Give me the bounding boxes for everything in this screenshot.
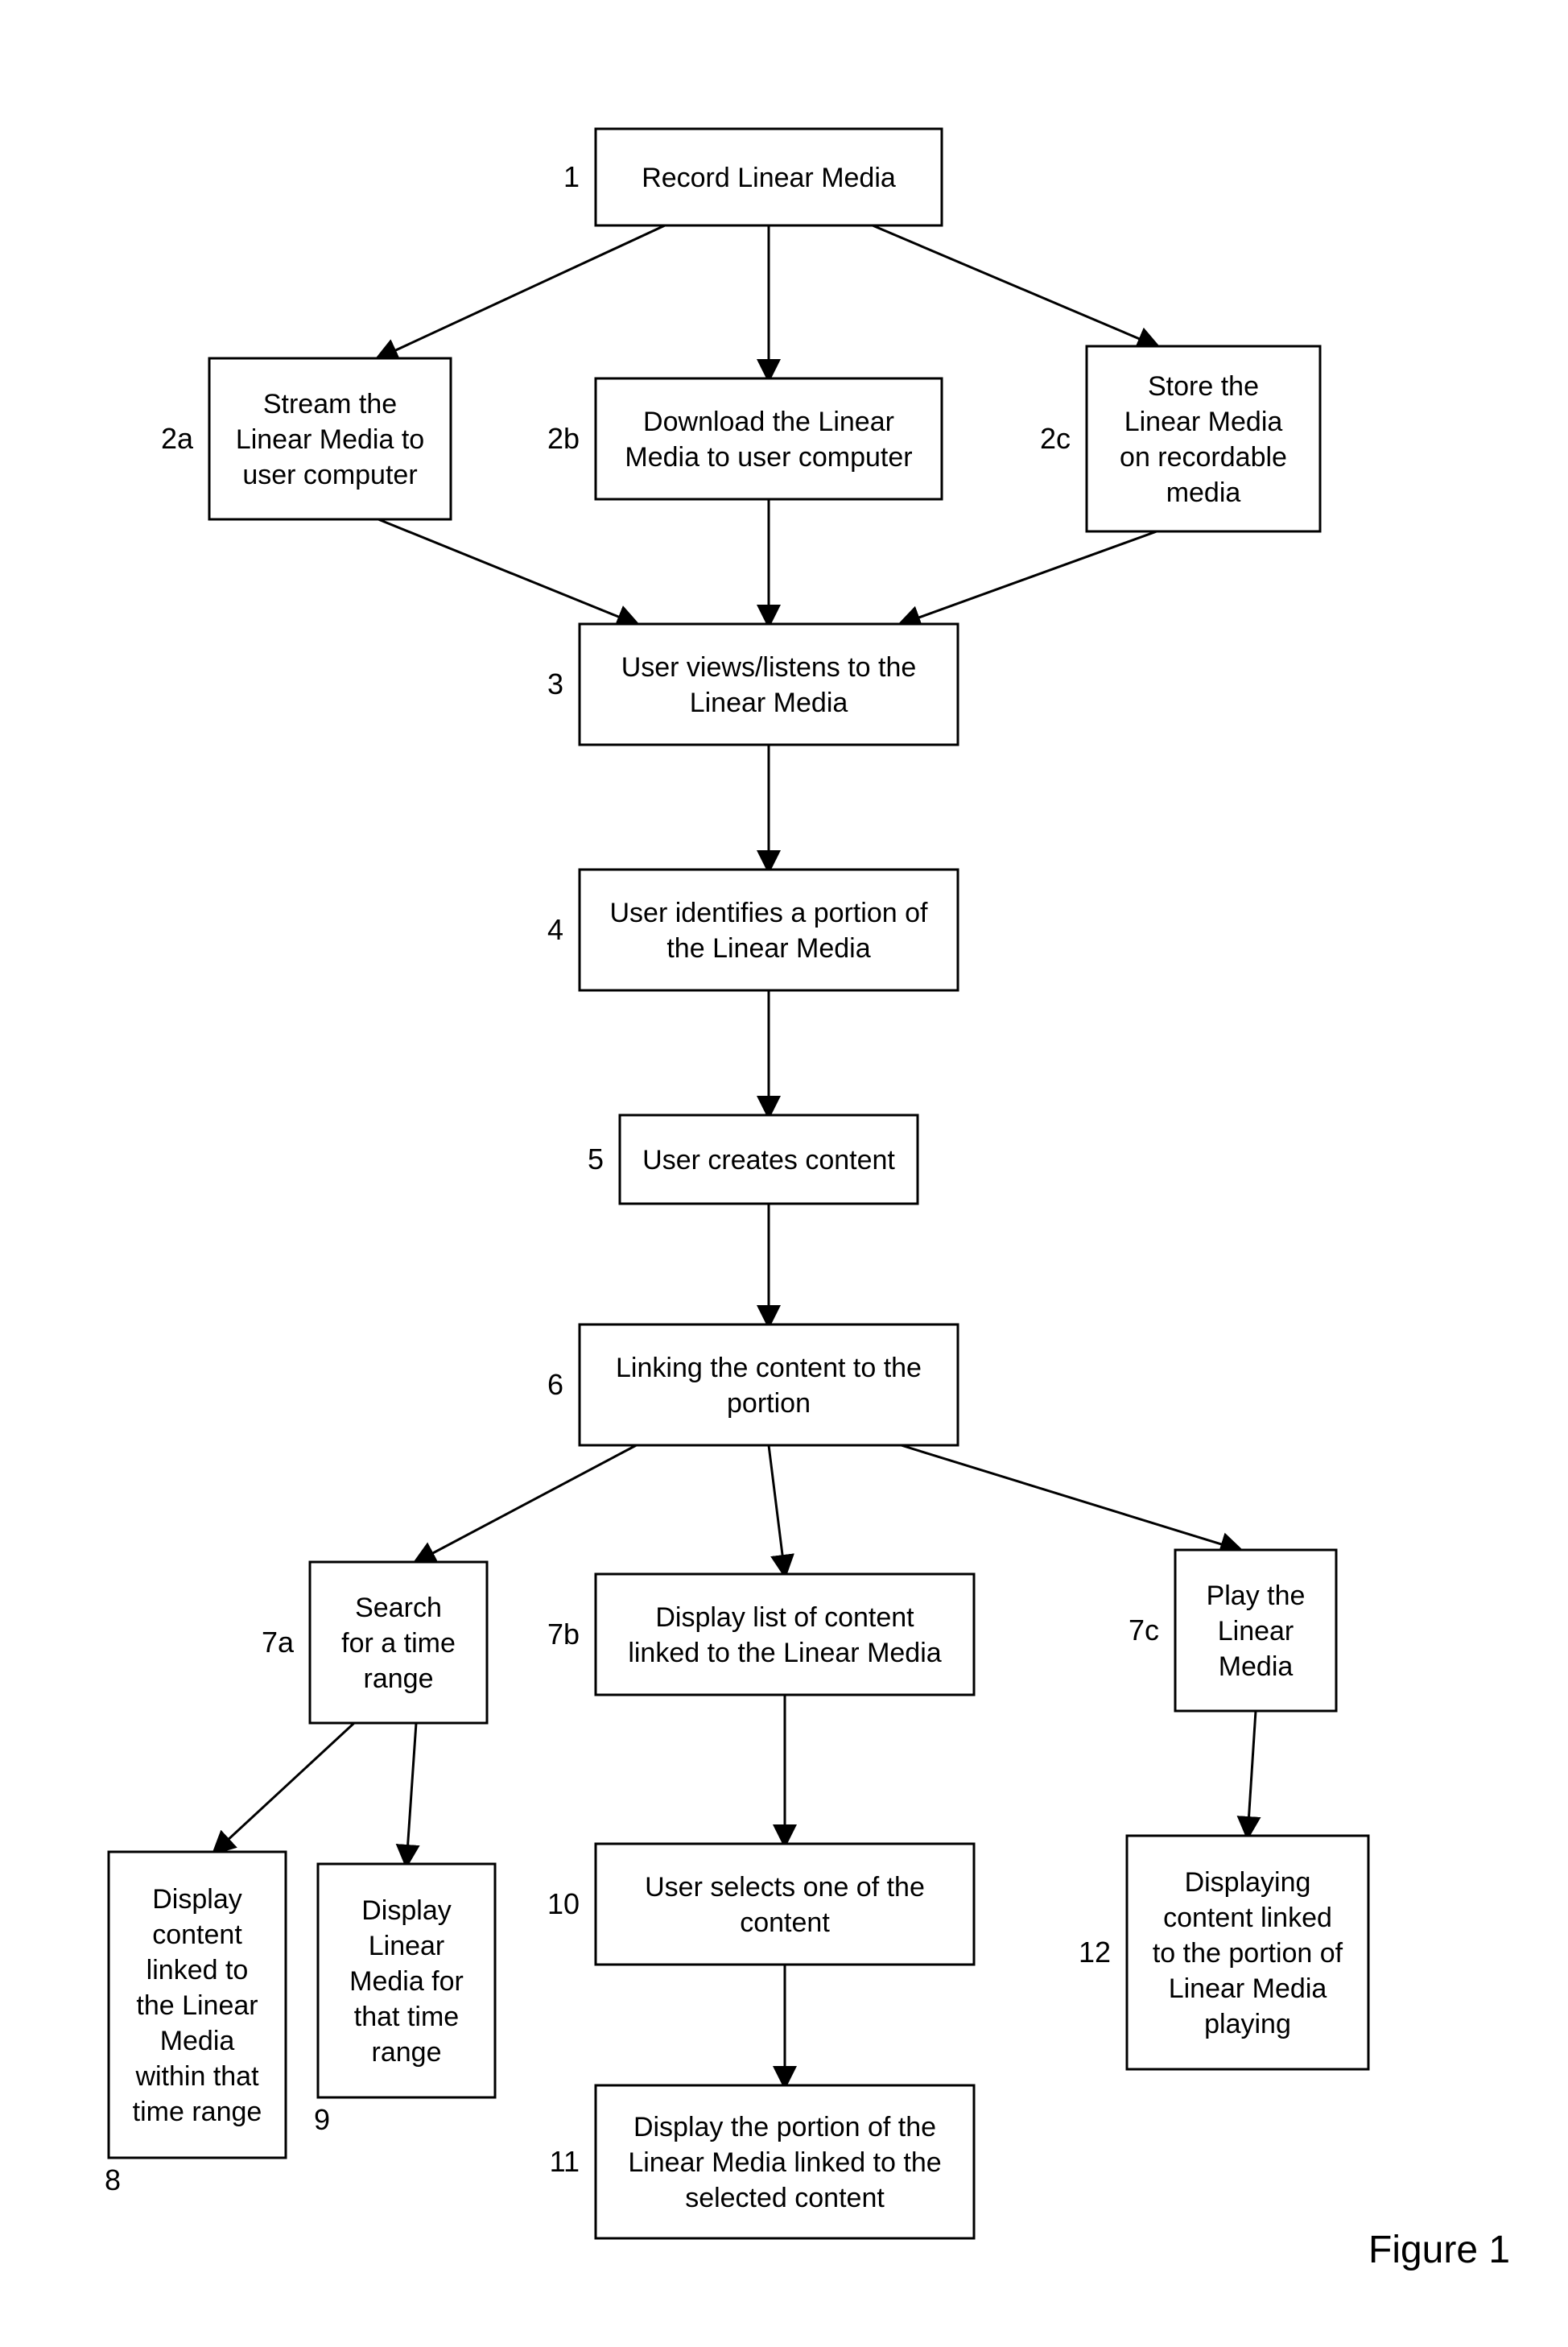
node-n2c: Store the Linear Media on recordable media 2…: [1040, 346, 1320, 531]
node-n11-text-line-1: Linear Media linked to the: [628, 2147, 941, 2178]
node-n7b-number: 7b: [547, 1618, 580, 1651]
node-n10-text-line-0: User selects one of the: [645, 1872, 925, 1903]
edge-n7c-n12: [1248, 1711, 1256, 1836]
node-n12-text-line-1: content linked: [1163, 1903, 1332, 1933]
node-n7b: Display list of content linked to the Lin…: [547, 1574, 974, 1695]
node-n11-text-line-0: Display the portion of the: [633, 2112, 936, 2142]
node-n4-text-line-1: the Linear Media: [666, 933, 870, 964]
node-n4-text-line-0: User identifies a portion of: [610, 898, 929, 928]
node-n7c-text-line-0: Play the: [1207, 1581, 1306, 1611]
node-n2b: Download the Linear Media to user compute…: [547, 378, 942, 499]
node-n11-text-line-2: selected content: [685, 2183, 885, 2213]
node-n3: User views/listens to the Linear Media 3: [547, 624, 958, 745]
nodes-layer: Record Linear Media 1 Stream the Linear Med…: [105, 129, 1368, 2238]
edge-n7a-n8: [215, 1723, 354, 1852]
node-n2a-text-line-1: Linear Media to: [236, 424, 424, 455]
node-n9-text-line-1: Linear: [369, 1931, 445, 1961]
edge-n2a-n3: [378, 519, 637, 624]
edge-n6-n7b: [769, 1445, 785, 1574]
node-n9-number: 9: [314, 2103, 330, 2136]
node-n11-number: 11: [550, 2145, 580, 2178]
node-n4-number: 4: [547, 913, 563, 946]
edge-n1-n2a: [378, 225, 665, 358]
node-n8-number: 8: [105, 2163, 121, 2196]
node-n8: Display content linked to the Linear Media wi…: [105, 1852, 286, 2196]
node-n5-number: 5: [588, 1143, 604, 1176]
node-n2c-text-line-1: Linear Media: [1124, 407, 1283, 437]
node-n7c-number: 7c: [1129, 1614, 1159, 1647]
node-n7c-text-line-2: Media: [1219, 1651, 1294, 1682]
node-n6-text-line-0: Linking the content to the: [616, 1353, 922, 1383]
edge-n6-n7a: [416, 1445, 637, 1562]
node-n7a-number: 7a: [262, 1626, 295, 1659]
node-n12-text-line-2: to the portion of: [1153, 1938, 1343, 1969]
flowchart-svg: Record Linear Media 1 Stream the Linear Med…: [0, 0, 1568, 2347]
node-n10: User selects one of the content 10: [547, 1844, 974, 1965]
figure-label: Figure 1: [1368, 2229, 1510, 2271]
node-n7a-text-line-0: Search: [355, 1593, 442, 1623]
node-n1-number: 1: [563, 160, 580, 193]
node-n7c-text-line-1: Linear: [1218, 1616, 1294, 1647]
node-n12-text-line-3: Linear Media: [1169, 1973, 1327, 2004]
node-n7a-text-line-1: for a time: [341, 1628, 456, 1659]
edge-n6-n7c: [902, 1445, 1240, 1550]
node-n9-text-line-3: that time: [354, 2002, 459, 2032]
node-n3-text-line-1: Linear Media: [690, 688, 848, 718]
node-n4-box: [580, 870, 958, 990]
node-n8-text-line-0: Display: [152, 1884, 241, 1915]
node-n2c-text-line-2: on recordable: [1120, 442, 1287, 473]
node-n1: Record Linear Media 1: [563, 129, 942, 225]
node-n4: User identifies a portion of the Linear M…: [547, 870, 958, 990]
node-n12-text-line-0: Displaying: [1185, 1867, 1311, 1898]
node-n10-text-line-1: content: [740, 1907, 830, 1938]
node-n8-text-line-3: the Linear: [136, 1990, 258, 2021]
node-n7b-text-line-1: linked to the Linear Media: [628, 1638, 941, 1668]
node-n2b-number: 2b: [547, 422, 580, 455]
node-n2c-number: 2c: [1040, 422, 1071, 455]
node-n8-text-line-5: within that: [134, 2061, 259, 2092]
node-n2a-number: 2a: [161, 422, 194, 455]
node-n8-text-line-1: content: [152, 1919, 242, 1950]
node-n2a-text-line-2: user computer: [242, 460, 417, 490]
node-n2a: Stream the Linear Media to user computer 2a: [161, 358, 451, 519]
node-n12: Displaying content linked to the portion o…: [1079, 1836, 1368, 2069]
node-n12-text-line-4: playing: [1204, 2009, 1291, 2039]
node-n1-text-line-0: Record Linear Media: [642, 163, 896, 193]
edge-n1-n2c: [873, 225, 1157, 346]
node-n2c-text-line-0: Store the: [1148, 371, 1259, 402]
node-n6-text-line-1: portion: [727, 1388, 811, 1419]
edge-n2c-n3: [902, 531, 1157, 624]
node-n3-number: 3: [547, 667, 563, 700]
node-n9: Display Linear Media for that time range 9: [314, 1864, 495, 2136]
node-n10-number: 10: [547, 1887, 580, 1920]
node-n2b-box: [596, 378, 942, 499]
node-n6-box: [580, 1324, 958, 1445]
node-n7b-text-line-0: Display list of content: [655, 1602, 914, 1633]
node-n12-number: 12: [1079, 1936, 1111, 1969]
node-n7a-text-line-2: range: [364, 1663, 434, 1694]
node-n11: Display the portion of the Linear Media l…: [550, 2085, 974, 2238]
node-n10-box: [596, 1844, 974, 1965]
node-n7c: Play the Linear Media 7c: [1129, 1550, 1336, 1711]
node-n9-text-line-4: range: [372, 2037, 442, 2068]
node-n3-text-line-0: User views/listens to the: [621, 652, 917, 683]
node-n8-text-line-2: linked to: [146, 1955, 249, 1985]
node-n2b-text-line-0: Download the Linear: [643, 407, 894, 437]
node-n5-text-line-0: User creates content: [642, 1145, 895, 1176]
node-n6: Linking the content to the portion 6: [547, 1324, 958, 1445]
node-n8-text-line-4: Media: [160, 2026, 235, 2056]
node-n2a-text-line-0: Stream the: [263, 389, 397, 419]
node-n2c-text-line-3: media: [1166, 477, 1241, 508]
node-n6-number: 6: [547, 1368, 563, 1401]
node-n7b-box: [596, 1574, 974, 1695]
node-n3-box: [580, 624, 958, 745]
node-n9-text-line-0: Display: [361, 1895, 451, 1926]
node-n5: User creates content 5: [588, 1115, 918, 1204]
node-n9-text-line-2: Media for: [349, 1966, 464, 1997]
node-n8-text-line-6: time range: [133, 2097, 262, 2127]
node-n7a: Search for a time range 7a: [262, 1562, 487, 1723]
edge-n7a-n9: [406, 1723, 416, 1864]
node-n2b-text-line-1: Media to user computer: [625, 442, 912, 473]
